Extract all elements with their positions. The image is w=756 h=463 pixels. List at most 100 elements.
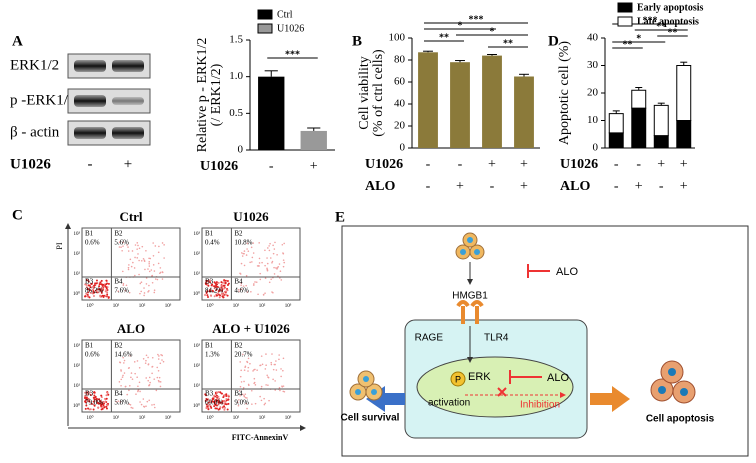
event-dot — [145, 277, 148, 279]
y-axis-label: (/ ERK1/2) — [209, 63, 224, 126]
y-tick-label: 1.0 — [229, 70, 243, 82]
blot-band — [112, 127, 144, 139]
y-tick-label: 40 — [394, 98, 406, 110]
y-tick-label: 10¹ — [194, 383, 201, 389]
event-dot — [85, 398, 88, 401]
event-dot — [222, 293, 225, 296]
event-dot — [137, 244, 139, 247]
event-dot — [276, 253, 278, 256]
event-dot — [133, 361, 136, 363]
event-dot — [260, 399, 263, 402]
event-dot — [247, 357, 250, 360]
event-dot — [159, 362, 162, 365]
event-dot — [253, 368, 255, 371]
quadrant-name: B1 — [205, 342, 214, 350]
event-dot — [225, 397, 228, 400]
y-tick-label: 80 — [394, 54, 406, 66]
quadrant-percent: 5.6% — [114, 239, 129, 247]
y-axis-label: (% of ctrl cells) — [371, 49, 386, 137]
event-dot — [104, 400, 107, 403]
event-dot — [157, 370, 160, 372]
event-dot — [99, 400, 102, 403]
significance-label: ** — [503, 38, 513, 49]
event-dot — [239, 272, 241, 275]
event-dot — [208, 289, 211, 292]
event-dot — [92, 396, 95, 399]
event-dot — [238, 290, 240, 293]
event-dot — [205, 292, 208, 295]
event-dot — [225, 393, 228, 396]
event-dot — [153, 403, 155, 406]
event-dot — [246, 291, 249, 293]
event-dot — [93, 394, 96, 397]
y-axis-label: PI — [55, 242, 64, 249]
event-dot — [143, 406, 146, 408]
quadrant-name: B3 — [205, 390, 214, 398]
x-tick-label: 10¹ — [233, 303, 240, 309]
event-dot — [267, 384, 269, 386]
event-dot — [92, 400, 95, 403]
quadrant-percent: 69.0% — [205, 399, 223, 407]
condition-mark: + — [635, 179, 643, 194]
event-dot — [95, 282, 98, 285]
event-dot — [145, 283, 148, 285]
event-dot — [215, 283, 218, 286]
event-dot — [122, 241, 125, 244]
quadrant-name: B4 — [234, 278, 243, 286]
condition-mark: - — [426, 179, 431, 194]
event-dot — [219, 406, 222, 409]
event-dot — [98, 285, 101, 288]
event-dot — [138, 366, 141, 369]
event-dot — [96, 401, 99, 404]
event-dot — [159, 381, 162, 383]
event-dot — [140, 290, 143, 293]
bar — [514, 76, 534, 148]
panel-label: C — [12, 207, 23, 223]
outcome-label: Cell apoptosis — [646, 414, 715, 425]
event-dot — [88, 408, 91, 411]
event-dot — [215, 407, 218, 410]
event-dot — [272, 368, 275, 371]
x-tick-label: 10¹ — [233, 415, 240, 421]
event-dot — [151, 365, 154, 368]
event-dot — [271, 261, 273, 264]
event-dot — [240, 252, 243, 254]
event-dot — [223, 406, 226, 409]
event-dot — [118, 246, 121, 248]
quadrant-percent: 86.2% — [85, 287, 103, 295]
event-dot — [95, 279, 98, 282]
event-dot — [223, 282, 226, 285]
apoptosis-arrow — [590, 386, 630, 412]
condition-label: U1026 — [10, 156, 51, 172]
bar — [300, 130, 327, 150]
event-dot — [240, 369, 242, 372]
event-dot — [129, 258, 132, 261]
event-dot — [223, 408, 226, 411]
legend-swatch — [617, 2, 633, 13]
event-dot — [85, 292, 88, 295]
cell-cluster-icon — [349, 370, 383, 401]
event-dot — [278, 354, 280, 356]
event-dot — [217, 400, 220, 403]
event-dot — [99, 288, 102, 291]
event-dot — [123, 359, 126, 362]
event-dot — [276, 268, 278, 270]
event-dot — [102, 401, 105, 404]
event-dot — [133, 267, 136, 269]
event-dot — [240, 284, 242, 287]
y-axis-label: Cell viability — [357, 56, 372, 130]
event-dot — [84, 295, 87, 298]
event-dot — [221, 284, 224, 287]
y-tick-label: 10¹ — [74, 271, 81, 277]
event-dot — [244, 365, 247, 368]
cell-cluster-icon — [455, 232, 485, 260]
quadrant-percent: 0.6% — [85, 351, 100, 359]
y-axis-label: Relative p - ERK1/2 — [195, 38, 210, 153]
condition-mark: + — [520, 157, 528, 172]
event-dot — [274, 380, 276, 382]
event-dot — [122, 284, 125, 286]
event-dot — [226, 279, 229, 282]
event-dot — [139, 401, 141, 403]
event-dot — [156, 376, 159, 379]
event-dot — [243, 394, 245, 397]
